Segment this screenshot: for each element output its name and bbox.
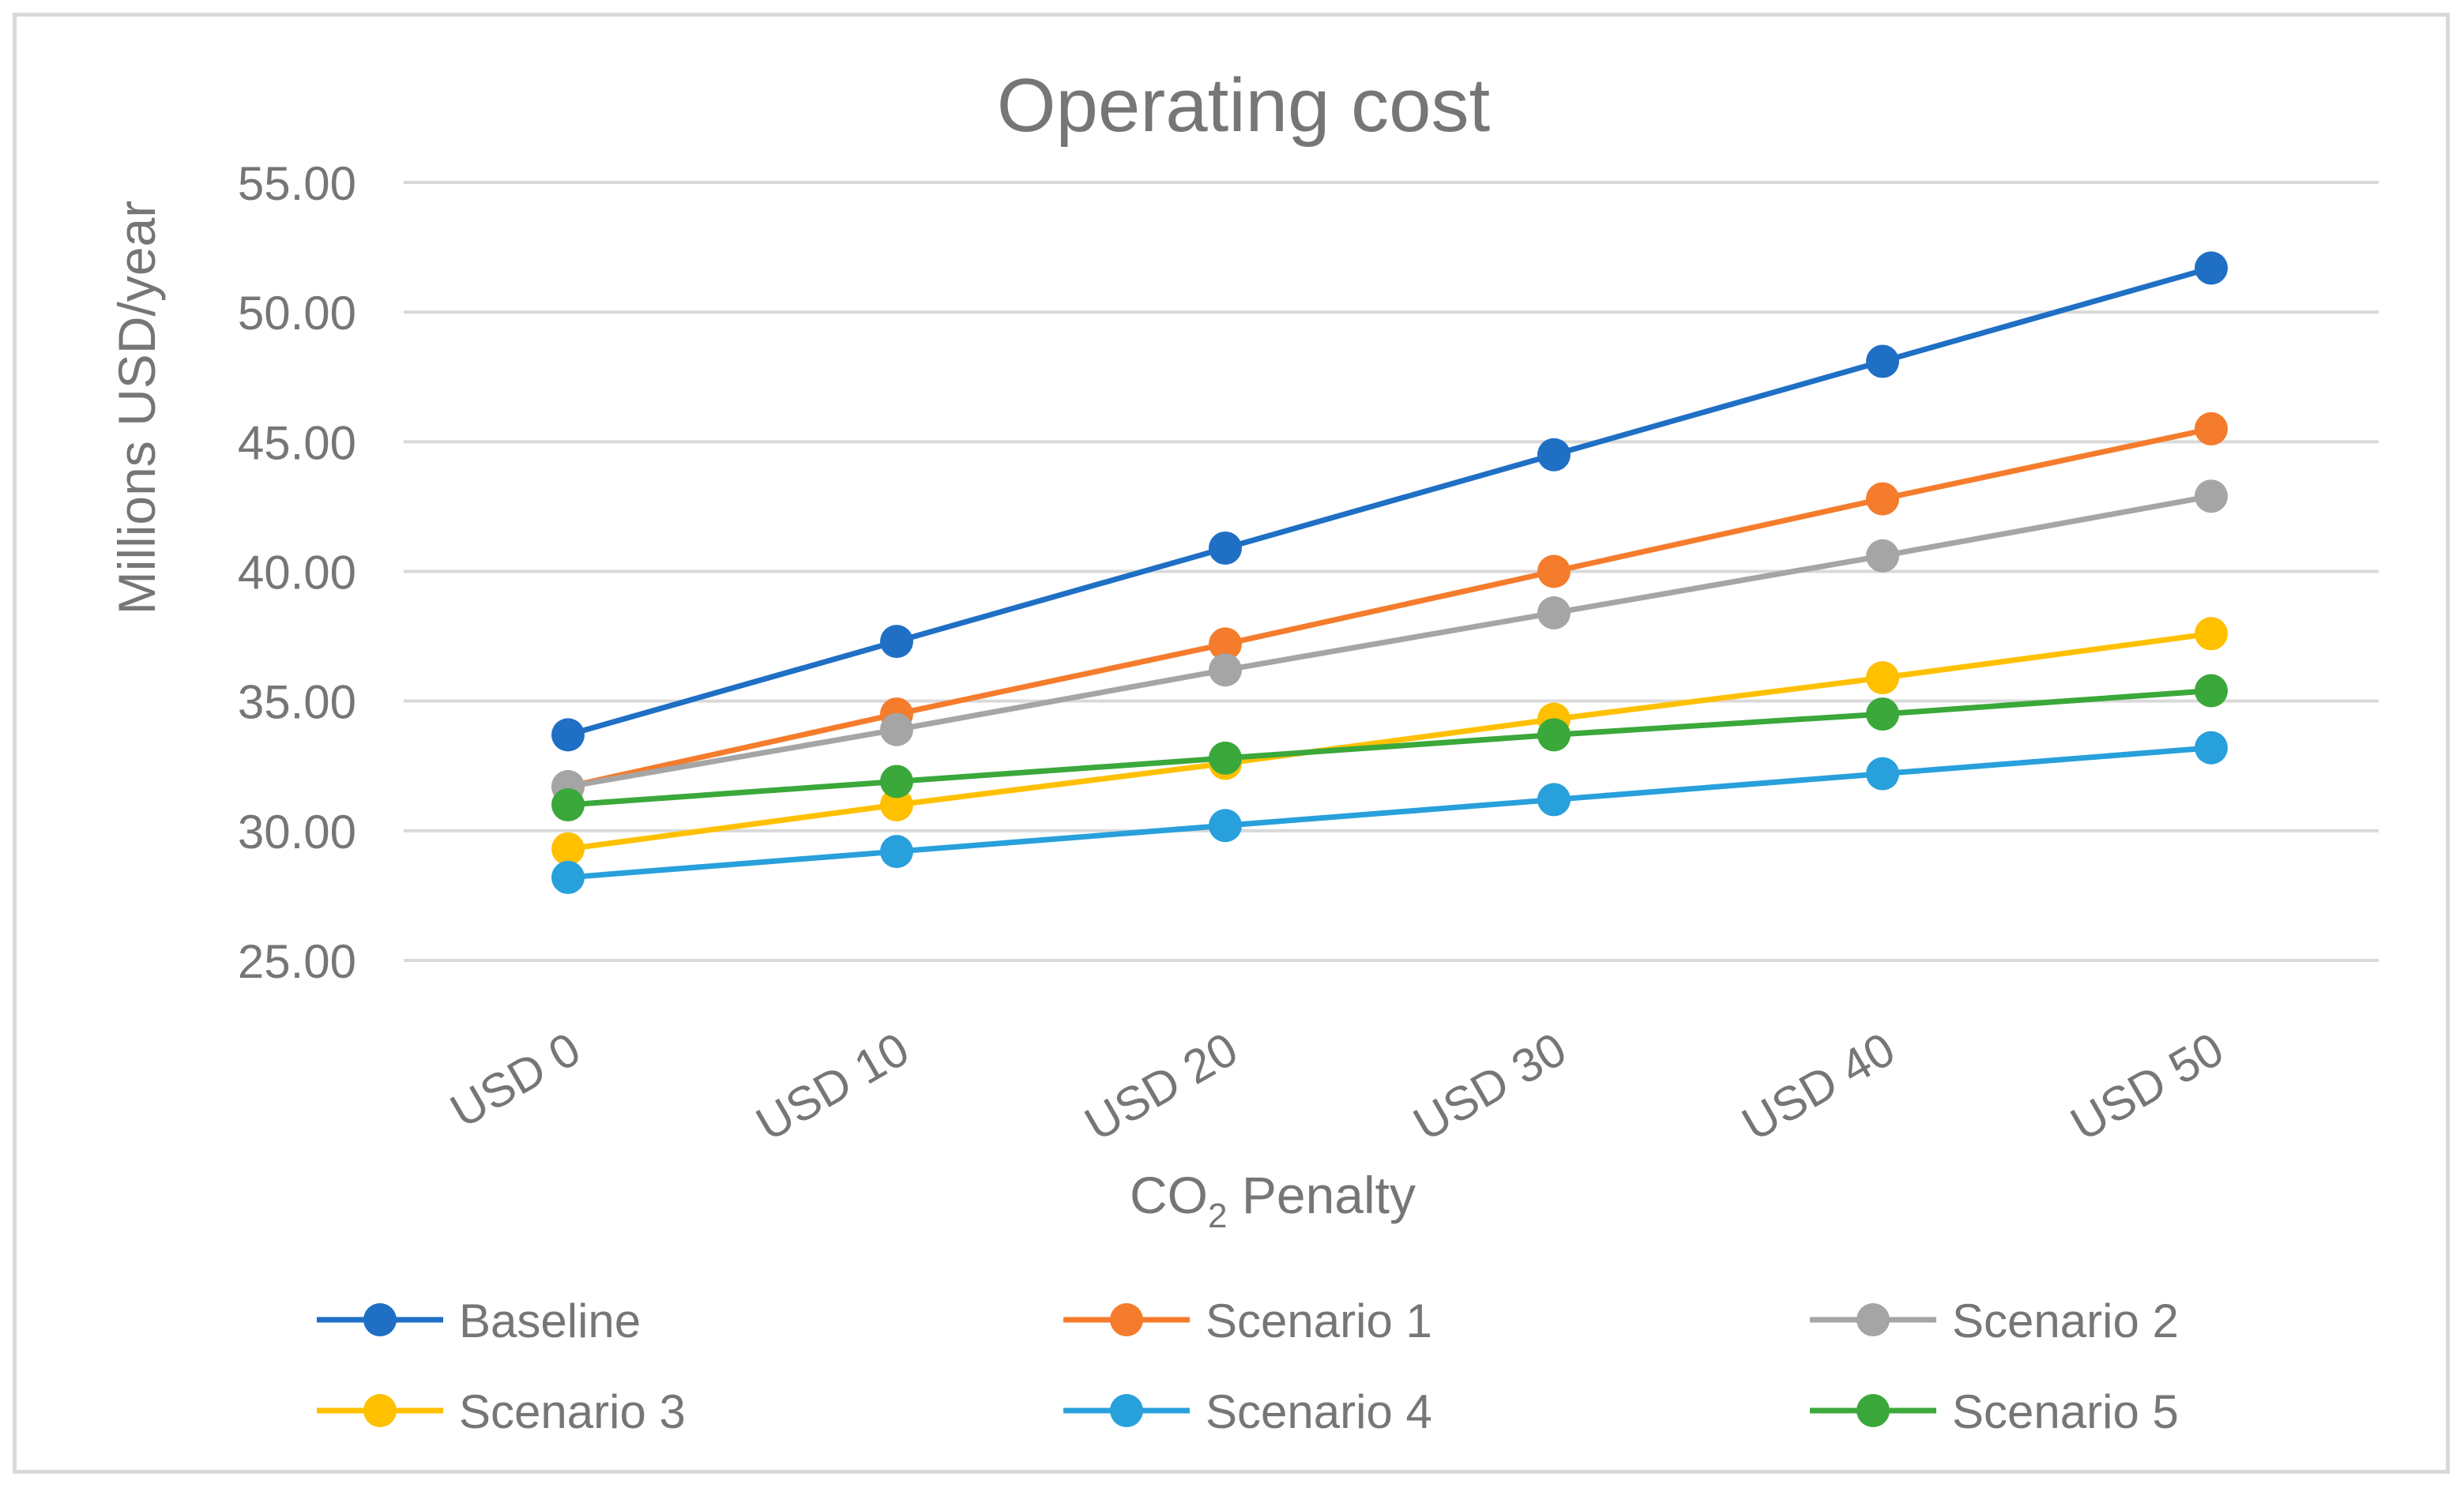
data-point <box>880 765 913 798</box>
data-point <box>880 835 913 869</box>
chart-title: Operating cost <box>997 63 1490 148</box>
data-point <box>1537 596 1571 630</box>
data-point <box>2195 411 2228 445</box>
y-tick-label: 45.00 <box>238 416 356 469</box>
legend-label: Scenario 4 <box>1206 1385 1432 1438</box>
series-scenario-3 <box>551 617 2228 866</box>
y-tick-labels: 25.00 30.00 35.00 40.00 45.00 50.00 55.00 <box>238 157 356 988</box>
data-point <box>1866 757 1899 791</box>
y-tick-label: 50.00 <box>238 287 356 340</box>
x-axis-label: CO2 Penalty <box>1130 1166 1416 1235</box>
legend-swatch-marker <box>1856 1394 1890 1427</box>
data-point <box>880 712 913 746</box>
series-baseline <box>551 251 2228 752</box>
y-tick-label: 25.00 <box>238 935 356 988</box>
data-point <box>1537 783 1571 817</box>
x-tick-label: USD 50 <box>2062 1022 2232 1151</box>
y-tick-label: 35.00 <box>238 676 356 729</box>
data-point <box>2195 731 2228 765</box>
data-point <box>551 788 585 821</box>
series-line-scenario-2 <box>567 493 2212 790</box>
x-axis-label-suffix: Penalty <box>1228 1166 1416 1224</box>
legend-item-scenario-1: Scenario 1 <box>1063 1294 1432 1347</box>
data-point <box>1866 661 1899 695</box>
data-point <box>551 832 585 866</box>
legend-swatch-marker <box>1110 1303 1143 1336</box>
series-lines <box>551 251 2228 894</box>
x-tick-label: USD 40 <box>1733 1022 1903 1151</box>
data-point <box>2195 674 2228 708</box>
data-point <box>1866 482 1899 516</box>
legend-label: Scenario 3 <box>459 1385 686 1438</box>
x-tick-label: USD 0 <box>442 1022 589 1137</box>
data-point <box>1209 653 1242 687</box>
line-chart: Operating cost Millions USD/year 25.00 30… <box>107 63 2379 1438</box>
data-point <box>1209 627 1242 661</box>
data-point <box>1866 539 1899 573</box>
data-point <box>1537 438 1571 472</box>
data-point <box>1209 531 1242 565</box>
x-tick-label: USD 20 <box>1076 1022 1246 1151</box>
y-axis-label: Millions USD/year <box>107 201 166 614</box>
legend-swatch-marker <box>363 1303 397 1336</box>
data-point <box>551 860 585 894</box>
legend-label: Scenario 2 <box>1952 1294 2179 1347</box>
y-tick-label: 30.00 <box>238 806 356 859</box>
data-point <box>2195 479 2228 513</box>
series-scenario-5 <box>551 674 2228 821</box>
series-line-scenario-1 <box>567 426 2212 790</box>
data-point <box>1537 718 1571 752</box>
data-point <box>2195 251 2228 285</box>
legend-item-scenario-5: Scenario 5 <box>1810 1385 2179 1438</box>
chart-frame: Operating cost Millions USD/year 25.00 30… <box>13 13 2450 1474</box>
data-point <box>2195 617 2228 651</box>
data-point <box>1537 554 1571 588</box>
series-scenario-4 <box>551 731 2228 894</box>
data-point <box>880 625 913 659</box>
legend-label: Baseline <box>459 1294 641 1347</box>
data-point <box>1209 741 1242 775</box>
x-axis-label-subscript: 2 <box>1208 1197 1227 1235</box>
legend-item-baseline: Baseline <box>317 1294 641 1347</box>
legend: Baseline Scenario 1 Scenario 2 Scenario 3 Sc… <box>317 1294 2179 1438</box>
legend-item-scenario-3: Scenario 3 <box>317 1385 686 1438</box>
x-tick-labels: USD 0 USD 10 USD 20 USD 30 USD 40 USD 50 <box>442 1022 2233 1151</box>
data-point <box>551 718 585 752</box>
legend-label: Scenario 5 <box>1952 1385 2179 1438</box>
series-line-scenario-3 <box>567 630 2212 852</box>
legend-swatch-marker <box>1110 1394 1143 1427</box>
x-tick-label: USD 10 <box>747 1022 917 1151</box>
data-point <box>1209 809 1242 843</box>
series-scenario-2 <box>551 479 2228 804</box>
legend-label: Scenario 1 <box>1206 1294 1432 1347</box>
series-line-baseline <box>567 265 2212 738</box>
data-point <box>1866 697 1899 731</box>
data-point <box>1866 344 1899 378</box>
data-point <box>880 788 913 821</box>
y-tick-label: 40.00 <box>238 547 356 599</box>
legend-swatch-marker <box>363 1394 397 1427</box>
series-line-scenario-4 <box>567 745 2212 881</box>
x-tick-label: USD 30 <box>1405 1022 1574 1151</box>
gridlines <box>404 181 2379 962</box>
legend-swatch-marker <box>1856 1303 1890 1336</box>
y-tick-label: 55.00 <box>238 157 356 210</box>
legend-item-scenario-2: Scenario 2 <box>1810 1294 2179 1347</box>
legend-item-scenario-4: Scenario 4 <box>1063 1385 1432 1438</box>
series-line-scenario-5 <box>567 688 2212 808</box>
